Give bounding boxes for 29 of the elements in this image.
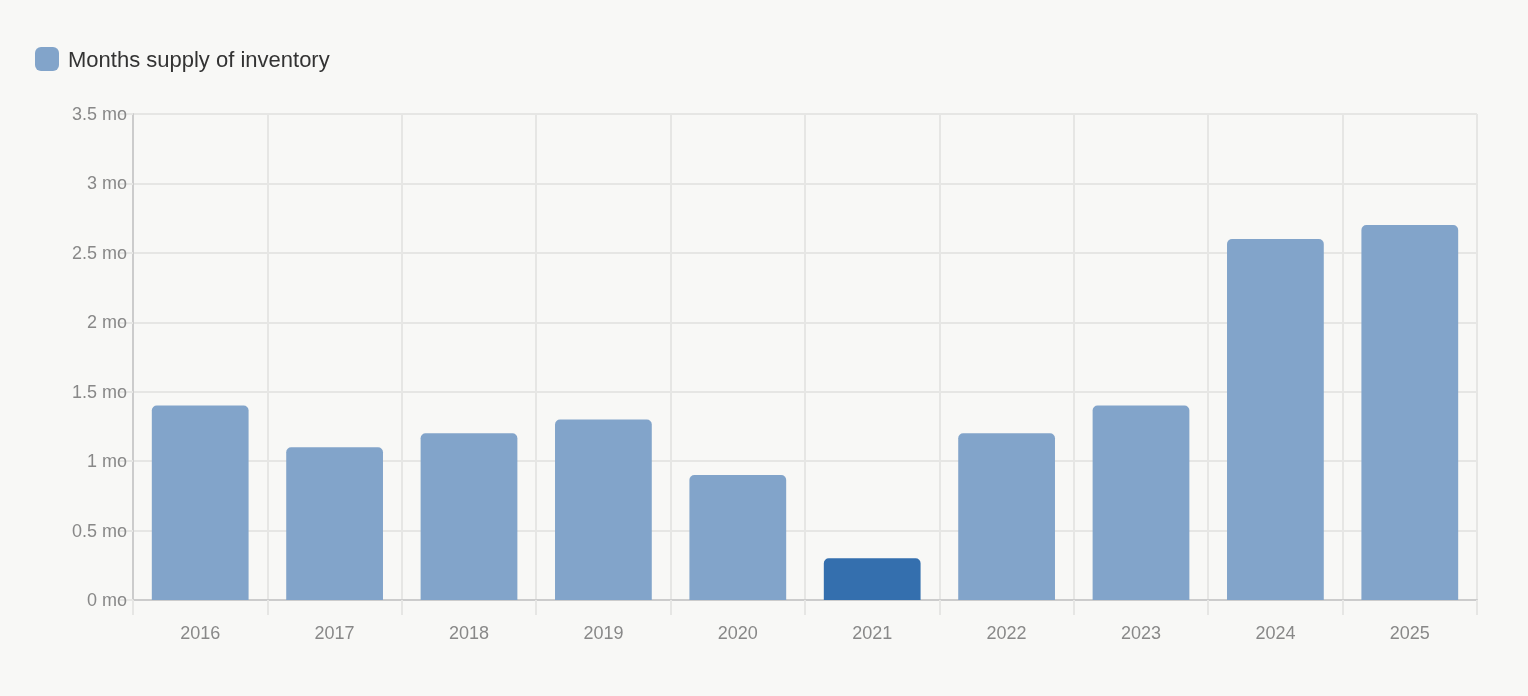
- y-tick-label: 1.5 mo: [71, 381, 127, 402]
- bar: [555, 419, 652, 600]
- x-tick-label: 2024: [1255, 623, 1296, 643]
- bar: [151, 405, 249, 600]
- x-tick-label: 2022: [986, 623, 1027, 643]
- x-tick-label: 2021: [852, 623, 893, 643]
- legend-label: Months supply of inventory: [68, 46, 330, 72]
- y-tick-label: 2 mo: [86, 312, 127, 333]
- y-tick-label: 0 mo: [86, 590, 127, 610]
- x-tick-label: 2016: [180, 623, 221, 643]
- x-tick-label: 2019: [583, 623, 624, 643]
- bar: [286, 447, 383, 600]
- y-tick-label: 3.5 mo: [71, 104, 127, 124]
- y-tick-label: 1 mo: [86, 451, 127, 472]
- bar: [958, 433, 1055, 600]
- y-tick-label: 0.5 mo: [71, 520, 127, 541]
- bar: [1227, 238, 1324, 600]
- x-tick-label: 2023: [1120, 623, 1162, 643]
- x-tick-label: 2020: [717, 623, 758, 643]
- bar: [689, 475, 787, 600]
- bar: [1092, 405, 1190, 600]
- x-tick-label: 2018: [448, 623, 490, 643]
- bar: [420, 433, 518, 600]
- bar: [1361, 225, 1459, 600]
- x-tick-label: 2017: [314, 623, 355, 643]
- bar: [823, 558, 921, 600]
- y-tick-label: 3 mo: [86, 173, 127, 194]
- x-tick-label: 2025: [1389, 623, 1430, 643]
- y-tick-label: 2.5 mo: [71, 242, 127, 263]
